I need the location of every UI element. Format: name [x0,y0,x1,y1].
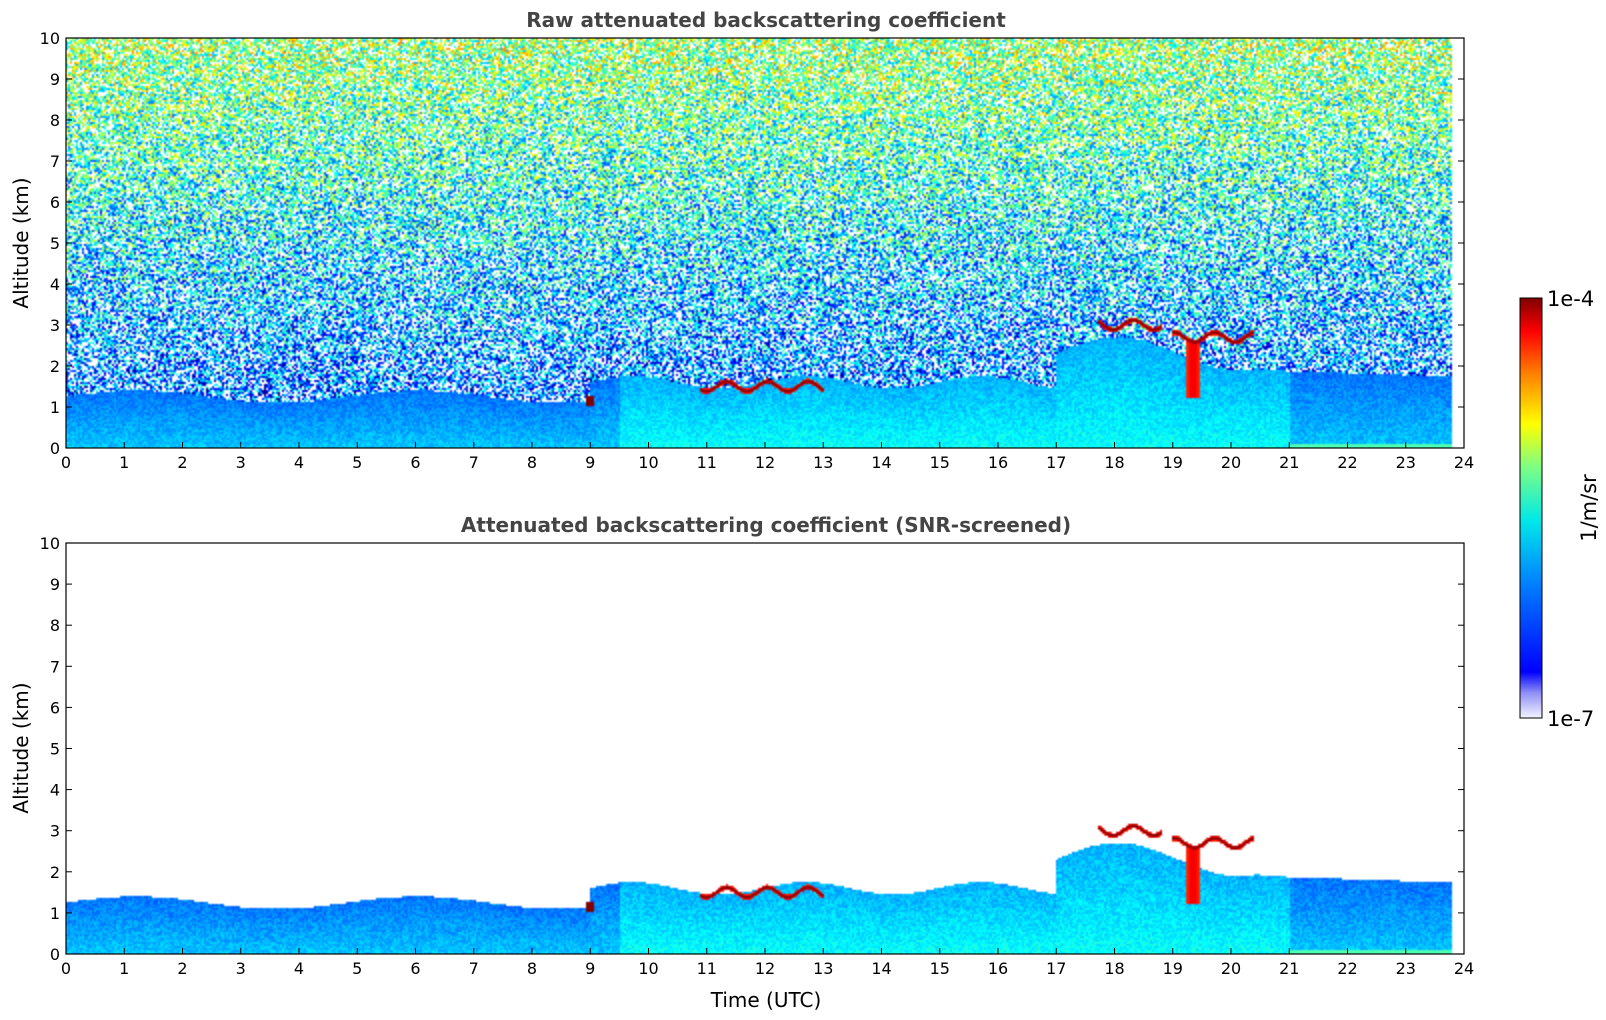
x-tick-label: 2 [177,959,187,978]
x-tick-label: 13 [813,453,833,472]
x-tick-label: 1 [119,959,129,978]
x-tick-label: 9 [585,959,595,978]
x-tick-label: 10 [638,453,658,472]
x-tick-label: 22 [1337,453,1357,472]
x-tick-label: 11 [697,453,717,472]
y-tick-label: 0 [50,439,60,458]
raw-y-ticks: 0 1 2 3 4 5 6 7 8 9 10 [40,29,1464,458]
x-tick-label: 8 [527,453,537,472]
x-tick-label: 23 [1396,453,1416,472]
colorbar-unit-label: 1/m/sr [1577,474,1601,542]
y-tick-label: 5 [50,740,60,759]
screened-y-ticks: 0 1 2 3 4 5 6 7 8 9 10 [40,534,1464,964]
y-tick-label: 9 [50,575,60,594]
raw-chart-title: Raw attenuated backscattering coefficien… [526,8,1006,32]
x-tick-label: 20 [1221,453,1241,472]
x-tick-label: 14 [871,959,891,978]
x-tick-label: 24 [1454,453,1474,472]
y-tick-label: 10 [40,29,60,48]
y-tick-label: 7 [50,657,60,676]
y-tick-label: 6 [50,698,60,717]
colorbar-max-label: 1e-4 [1547,287,1594,311]
y-tick-label: 10 [40,534,60,553]
y-tick-label: 5 [50,234,60,253]
y-tick-label: 0 [50,945,60,964]
y-tick-label: 8 [50,111,60,130]
x-tick-label: 6 [410,959,420,978]
x-tick-label: 24 [1454,959,1474,978]
screened-backscatter-heatmap [66,543,1464,954]
x-tick-label: 5 [352,959,362,978]
y-tick-label: 2 [50,863,60,882]
x-tick-label: 9 [585,453,595,472]
y-tick-label: 1 [50,904,60,923]
raw-y-axis-label: Altitude (km) [9,177,33,308]
x-tick-label: 12 [755,453,775,472]
x-tick-label: 15 [930,453,950,472]
x-tick-label: 15 [930,959,950,978]
x-tick-label: 6 [410,453,420,472]
y-tick-label: 9 [50,70,60,89]
x-tick-label: 7 [469,959,479,978]
y-tick-label: 4 [50,781,60,800]
colorbar: 1e-4 1e-7 1/m/sr [1519,287,1601,731]
x-tick-label: 4 [294,453,304,472]
x-tick-label: 10 [638,959,658,978]
x-tick-label: 3 [236,959,246,978]
y-tick-label: 2 [50,357,60,376]
x-tick-label: 0 [61,959,71,978]
colorbar-gradient [1519,297,1543,719]
y-tick-label: 3 [50,822,60,841]
x-tick-label: 7 [469,453,479,472]
x-tick-label: 18 [1104,959,1124,978]
raw-x-ticks: 0 1 2 3 4 5 6 7 8 9 10 11 12 13 14 15 16 17 18 19 20 21 22 23 24 [61,442,1474,472]
x-tick-label: 16 [988,453,1008,472]
x-tick-label: 21 [1279,453,1299,472]
x-tick-label: 21 [1279,959,1299,978]
y-tick-label: 1 [50,398,60,417]
screened-backscatter-panel: Attenuated backscattering coefficient (S… [9,513,1474,1012]
x-tick-label: 5 [352,453,362,472]
y-tick-label: 7 [50,152,60,171]
x-tick-label: 18 [1104,453,1124,472]
x-tick-label: 13 [813,959,833,978]
x-tick-label: 0 [61,453,71,472]
x-tick-label: 14 [871,453,891,472]
x-tick-label: 3 [236,453,246,472]
x-tick-label: 19 [1163,959,1183,978]
x-tick-label: 22 [1337,959,1357,978]
x-tick-label: 23 [1396,959,1416,978]
screened-x-ticks: 0 1 2 3 4 5 6 7 8 9 10 11 12 13 14 15 16 17 18 19 20 21 22 23 24 [61,948,1474,978]
x-tick-label: 17 [1046,959,1066,978]
y-tick-label: 4 [50,275,60,294]
x-tick-label: 19 [1163,453,1183,472]
x-tick-label: 1 [119,453,129,472]
raw-backscatter-heatmap [66,38,1464,448]
screened-y-axis-label: Altitude (km) [9,682,33,813]
x-tick-label: 16 [988,959,1008,978]
x-tick-label: 11 [697,959,717,978]
x-tick-label: 4 [294,959,304,978]
screened-chart-title: Attenuated backscattering coefficient (S… [461,513,1071,537]
x-tick-label: 12 [755,959,775,978]
x-tick-label: 20 [1221,959,1241,978]
colorbar-min-label: 1e-7 [1547,707,1594,731]
x-tick-label: 2 [177,453,187,472]
x-tick-label: 17 [1046,453,1066,472]
x-tick-label: 8 [527,959,537,978]
y-tick-label: 8 [50,616,60,635]
raw-backscatter-panel: Raw attenuated backscattering coefficien… [9,8,1474,472]
y-tick-label: 3 [50,316,60,335]
y-tick-label: 6 [50,193,60,212]
time-axis-label: Time (UTC) [710,988,822,1012]
